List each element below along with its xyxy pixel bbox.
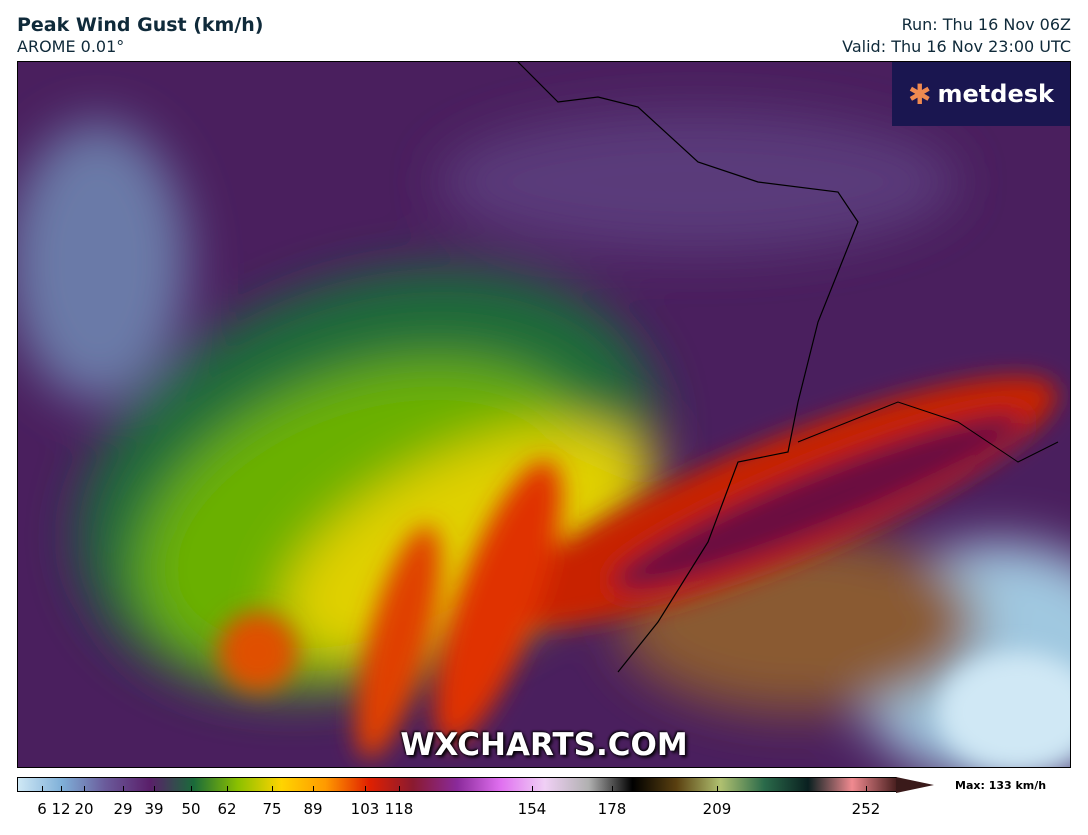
watermark: WXCHARTS.COM [400,727,688,763]
wind-field [18,62,1070,767]
chart-title: Peak Wind Gust (km/h) [17,14,264,36]
wind-gust-map[interactable]: ✱ metdesk WXCHARTS.COM [17,61,1071,768]
colorbar-tick-mark [717,786,718,792]
model-label: AROME 0.01° [17,37,125,56]
run-label: Run: Thu 16 Nov 06Z [901,15,1071,34]
colorbar-tick-mark [61,786,62,792]
colorbar-tick-mark [191,786,192,792]
colorbar [17,777,897,792]
colorbar-tick-label: 89 [303,800,323,818]
colorbar-tick-label: 62 [217,800,237,818]
colorbar-tick-label: 252 [851,800,881,818]
colorbar-tick-label: 75 [262,800,282,818]
colorbar-tick-mark [272,786,273,792]
colorbar-tick-label: 103 [350,800,380,818]
colorbar-tick-mark [42,786,43,792]
metdesk-logo: ✱ metdesk [892,62,1070,126]
colorbar-tick-label: 50 [181,800,201,818]
colorbar-tick-label: 118 [384,800,414,818]
max-value-label: Max: 133 km/h [955,779,1047,792]
colorbar-tick-mark [399,786,400,792]
colorbar-tick-mark [365,786,366,792]
colorbar-tick-label: 154 [517,800,547,818]
colorbar-tick-mark [866,786,867,792]
colorbar-tick-label: 178 [597,800,627,818]
colorbar-tick-mark [313,786,314,792]
colorbar-tick-mark [154,786,155,792]
colorbar-tick-label: 20 [74,800,94,818]
colorbar-tick-mark [123,786,124,792]
colorbar-tick-mark [612,786,613,792]
colorbar-tick-mark [532,786,533,792]
logo-text: metdesk [937,80,1054,108]
colorbar-tick-label: 29 [113,800,133,818]
metdesk-star-icon: ✱ [908,77,932,111]
colorbar-tick-mark [84,786,85,792]
colorbar-tick-label: 39 [144,800,164,818]
colorbar-extend-arrow [896,777,934,793]
colorbar-tick-label: 6 [37,800,47,818]
colorbar-tick-label: 209 [702,800,732,818]
colorbar-tick-label: 12 [51,800,71,818]
colorbar-tick-mark [227,786,228,792]
valid-time-label: Valid: Thu 16 Nov 23:00 UTC [842,37,1071,56]
